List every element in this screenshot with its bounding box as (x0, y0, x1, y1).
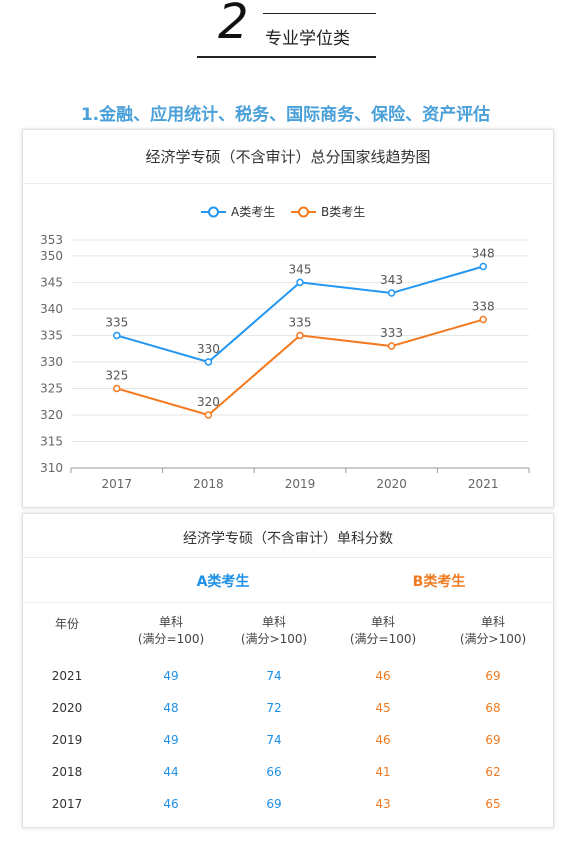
chart-title: 经济学专硕（不含审计）总分国家线趋势图 (145, 148, 431, 166)
data-point (204, 358, 213, 366)
section-number: 2 (218, 0, 249, 50)
table-title-divider (23, 557, 553, 558)
chart-card: 经济学专硕（不含审计）总分国家线趋势图 310 315 320 325 330 335 34… (22, 129, 554, 508)
y-tick-label: 350 (40, 249, 63, 263)
x-tick-label: 2021 (468, 477, 499, 491)
cell-bgt100: 68 (485, 701, 501, 715)
group-b-label: B类考生 (412, 574, 466, 590)
y-tick-label: 335 (40, 328, 63, 342)
cell-a100: 48 (163, 701, 179, 715)
x-tick-label: 2018 (193, 477, 224, 491)
cell-b100: 41 (375, 765, 391, 779)
col-header-a100-line2: (满分=100) (137, 632, 205, 646)
data-label: 325 (105, 368, 128, 382)
table-card: 经济学专硕（不含审计）单科分数 A类考生 B类考生 年份 单科 (满分=100)… (22, 513, 554, 828)
cell-a100: 46 (163, 797, 179, 811)
cell-b100: 46 (375, 733, 391, 747)
col-header-b100: 单科 (满分=100) (343, 614, 423, 648)
cell-agt100: 69 (266, 797, 282, 811)
data-point (479, 262, 487, 271)
cell-a100: 49 (163, 669, 179, 683)
data-point (113, 331, 121, 340)
data-point (387, 289, 396, 297)
data-label: 343 (380, 273, 403, 287)
data-label: 335 (105, 315, 128, 329)
cell-year: 2019 (51, 733, 83, 747)
data-point (204, 411, 213, 419)
cell-agt100: 66 (266, 765, 282, 779)
data-point (296, 278, 304, 287)
data-label: 330 (197, 342, 220, 356)
x-tick-label: 2017 (102, 477, 133, 491)
cell-b100: 43 (375, 797, 391, 811)
y-tick-label: 310 (40, 461, 63, 475)
cell-agt100: 74 (266, 669, 282, 683)
cell-a100: 44 (163, 765, 179, 779)
table-title: 经济学专硕（不含审计）单科分数 (183, 531, 393, 547)
line-chart: 310 315 320 325 330 335 340 345 350 353 2017 2018 20… (40, 205, 530, 491)
title-bottom-rule (197, 56, 376, 58)
cell-year: 2018 (51, 765, 83, 779)
cell-year: 2021 (51, 669, 83, 683)
cell-year: 2020 (51, 701, 83, 715)
data-point (113, 384, 121, 393)
cell-bgt100: 69 (485, 669, 501, 683)
y-tick-label: 315 (40, 434, 63, 448)
cell-a100: 49 (163, 733, 179, 747)
cell-b100: 45 (375, 701, 391, 715)
legend-label: A类考生 (231, 205, 275, 219)
data-label: 348 (472, 247, 495, 261)
data-label: 335 (289, 315, 312, 329)
section-header: 2 专业学位类 (0, 0, 571, 70)
data-point (387, 342, 396, 350)
col-header-bgt100-line1: 单科 (480, 615, 505, 629)
col-header-bgt100: 单科 (满分>100) (453, 614, 533, 648)
col-header-bgt100-line2: (满分>100) (459, 632, 527, 646)
data-label: 333 (380, 326, 403, 340)
chart-title-divider (23, 183, 553, 184)
y-tick-label: 353 (40, 233, 63, 247)
cell-agt100: 74 (266, 733, 282, 747)
legend-label: B类考生 (321, 205, 365, 219)
col-header-year: 年份 (54, 617, 79, 631)
title-top-rule (263, 13, 376, 14)
y-tick-label: 320 (40, 408, 63, 422)
y-tick-label: 345 (40, 275, 63, 289)
col-header-b100-line1: 单科 (370, 615, 395, 629)
subheading: 1.金融、应用统计、税务、国际商务、保险、资产评估 (80, 105, 491, 125)
x-tick-label: 2019 (285, 477, 316, 491)
y-tick-label: 340 (40, 302, 63, 316)
x-tick-label: 2020 (376, 477, 407, 491)
col-header-a100-line1: 单科 (158, 615, 183, 629)
section-title: 专业学位类 (265, 29, 350, 49)
data-point (479, 315, 487, 324)
legend-marker (208, 206, 219, 218)
group-a-label: A类考生 (196, 574, 250, 590)
cell-bgt100: 65 (485, 797, 501, 811)
cell-year: 2017 (51, 797, 83, 811)
cell-b100: 46 (375, 669, 391, 683)
cell-bgt100: 69 (485, 733, 501, 747)
col-header-agt100-line2: (满分>100) (240, 632, 308, 646)
cell-agt100: 72 (266, 701, 282, 715)
col-header-agt100-line1: 单科 (261, 615, 286, 629)
data-label: 345 (289, 262, 312, 276)
group-divider (23, 602, 553, 603)
data-point (296, 331, 304, 340)
legend-marker (298, 206, 309, 218)
data-label: 320 (197, 395, 220, 409)
y-tick-label: 325 (40, 381, 63, 395)
col-header-b100-line2: (满分=100) (349, 632, 417, 646)
col-header-a100: 单科 (满分=100) (131, 614, 211, 648)
col-header-agt100: 单科 (满分>100) (234, 614, 314, 648)
y-tick-label: 330 (40, 355, 63, 369)
cell-bgt100: 62 (485, 765, 501, 779)
data-label: 338 (472, 300, 495, 314)
